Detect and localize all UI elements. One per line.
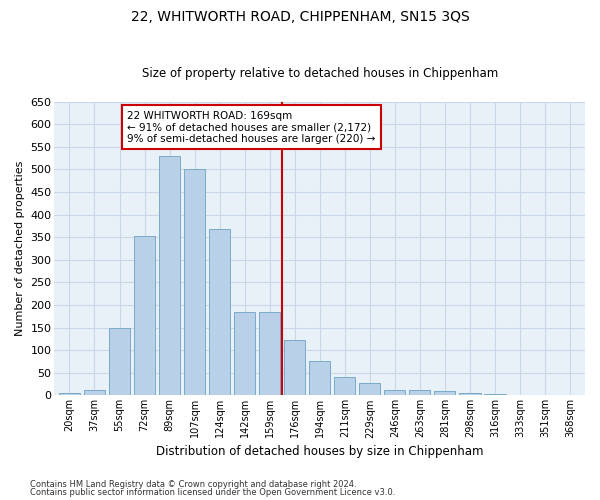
Bar (184, 170, 205, 396)
Text: 22, WHITWORTH ROAD, CHIPPENHAM, SN15 3QS: 22, WHITWORTH ROAD, CHIPPENHAM, SN15 3QS (131, 10, 469, 24)
Bar (459, 393, 481, 396)
Bar (59, 393, 80, 396)
Bar (109, 328, 130, 396)
Bar (209, 229, 230, 396)
Text: Contains HM Land Registry data © Crown copyright and database right 2024.: Contains HM Land Registry data © Crown c… (30, 480, 356, 489)
Y-axis label: Number of detached properties: Number of detached properties (15, 161, 25, 336)
Bar (84, 390, 105, 396)
Bar (159, 156, 180, 396)
Bar (359, 383, 380, 396)
Text: Contains public sector information licensed under the Open Government Licence v3: Contains public sector information licen… (30, 488, 395, 497)
Bar (134, 236, 155, 396)
Bar (484, 394, 506, 396)
Text: 22 WHITWORTH ROAD: 169sqm
← 91% of detached houses are smaller (2,172)
9% of sem: 22 WHITWORTH ROAD: 169sqm ← 91% of detac… (127, 110, 376, 144)
X-axis label: Distribution of detached houses by size in Chippenham: Distribution of detached houses by size … (156, 444, 484, 458)
Bar (284, 340, 305, 396)
Bar (409, 390, 430, 396)
Bar (384, 390, 406, 396)
Bar (309, 362, 331, 396)
Bar (434, 391, 455, 396)
Bar (334, 378, 355, 396)
Title: Size of property relative to detached houses in Chippenham: Size of property relative to detached ho… (142, 66, 498, 80)
Bar (234, 312, 255, 396)
Bar (259, 312, 280, 396)
